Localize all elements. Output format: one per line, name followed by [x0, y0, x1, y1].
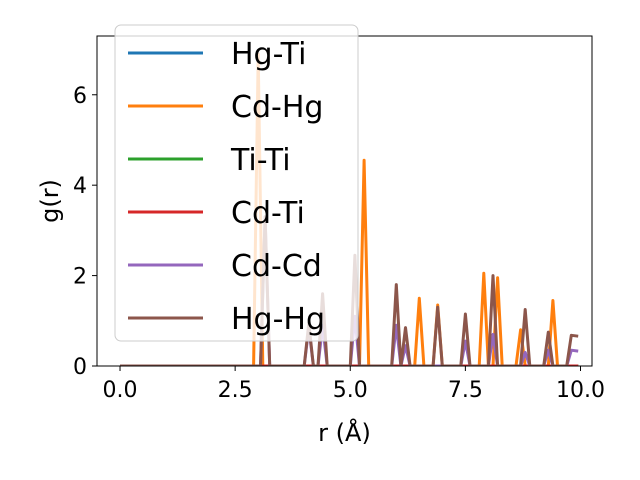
legend-label-cd-ti: Cd-Ti	[231, 196, 305, 231]
legend: Hg-Ti Cd-Hg Ti-Ti Cd-Ti Cd-Cd Hg-Hg	[114, 24, 359, 342]
y-tick-label: 6	[73, 84, 87, 109]
legend-label-cd-hg: Cd-Hg	[231, 90, 323, 125]
x-axis-label: r (Å)	[318, 418, 371, 447]
x-axis-ticks: 0.0 2.5 5.0 7.5 10.0	[103, 366, 605, 403]
x-tick-label: 2.5	[218, 378, 253, 403]
legend-label-cd-cd: Cd-Cd	[231, 249, 322, 284]
x-tick-label: 0.0	[103, 378, 138, 403]
legend-label-ti-ti: Ti-Ti	[230, 143, 291, 178]
legend-label-hg-hg: Hg-Hg	[231, 302, 325, 337]
x-tick-label: 10.0	[556, 378, 605, 403]
y-axis-ticks: 0 2 4 6	[73, 84, 97, 380]
y-tick-label: 2	[73, 265, 87, 290]
y-tick-label: 4	[73, 174, 87, 199]
y-axis-label: g(r)	[36, 179, 64, 223]
legend-label-hg-ti: Hg-Ti	[231, 37, 306, 72]
x-tick-label: 7.5	[448, 378, 483, 403]
series-line-hg-hg	[120, 215, 579, 366]
x-tick-label: 5.0	[333, 378, 368, 403]
legend-frame	[114, 24, 359, 342]
y-tick-label: 0	[73, 355, 87, 380]
